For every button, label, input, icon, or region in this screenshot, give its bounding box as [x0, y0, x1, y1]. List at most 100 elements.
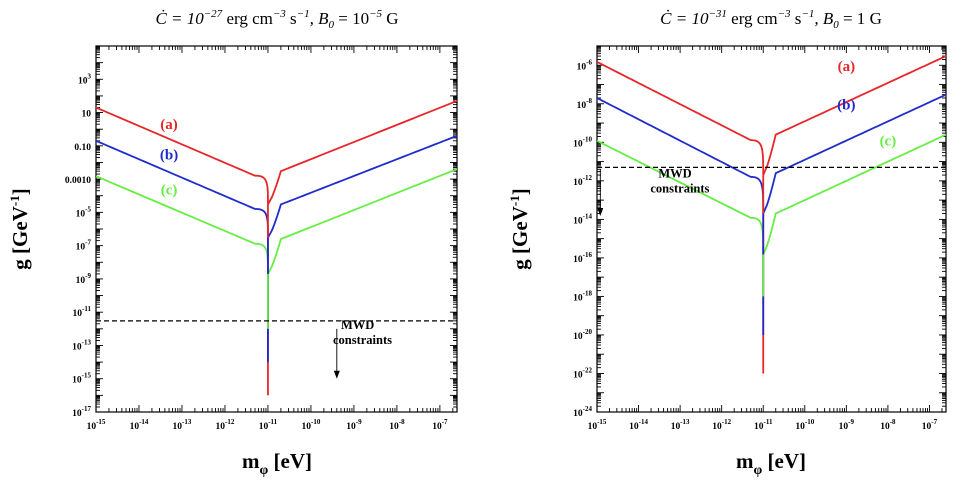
constraint-label-line: constraints: [650, 181, 709, 195]
y-tick-label: 10-16: [573, 251, 592, 265]
y-axis-g: g [GeV: [508, 206, 532, 270]
y-tick-label: 10-8: [577, 97, 593, 111]
y-tick-label: 10-9: [76, 272, 92, 286]
y-tick-base: 10: [573, 178, 583, 188]
x-tick-exp: -15: [597, 418, 607, 426]
constraint-label-line: MWD: [658, 166, 691, 180]
y-tick-label: 10-12: [573, 174, 592, 188]
curves: [597, 55, 946, 374]
chart-title: Ċ = 10−31 erg cm−3 s−1, B0 = 1 G: [660, 8, 882, 31]
x-tick-exp: -13: [182, 418, 192, 426]
title-unit-s-exp: −1: [801, 8, 814, 20]
y-tick-label: 10-22: [573, 366, 592, 380]
series-label-b: (b): [160, 148, 178, 164]
title-unit-s: s: [286, 9, 297, 28]
y-tick-exp: -8: [586, 97, 592, 105]
x-tick-base: 10: [754, 422, 764, 432]
x-tick-label: 10-13: [671, 418, 690, 432]
y-tick-exp: -24: [583, 405, 593, 413]
y-tick-base: 10: [573, 409, 583, 419]
x-tick-label: 10-15: [87, 418, 106, 432]
x-tick-exp: -14: [139, 418, 149, 426]
y-tick-label: 10-20: [573, 328, 592, 342]
y-tick-base: 10: [76, 209, 86, 219]
y-tick-base: 0.10: [74, 143, 91, 153]
y-tick-exp: -5: [85, 205, 91, 213]
series-b-left-branch: [96, 139, 269, 238]
series-c-right-branch: [267, 168, 457, 275]
y-tick-exp: 3: [88, 72, 92, 80]
series-a-right-branch: [762, 55, 946, 176]
y-tick-exp: -10: [583, 135, 593, 143]
x-tick-label: 10-7: [432, 418, 448, 432]
title-b-sub: 0: [329, 19, 335, 31]
x-tick-exp: -15: [96, 418, 106, 426]
constraint-arrow-head: [333, 370, 340, 379]
title-b-unit: G: [865, 9, 882, 28]
y-tick-label: 10-5: [76, 205, 92, 219]
series-a-left-branch: [597, 61, 765, 176]
series-label-a: (a): [838, 59, 856, 75]
y-tick-label: 0.0010: [65, 176, 91, 186]
y-tick-exp: -20: [583, 328, 593, 336]
x-axis-phi: φ: [260, 463, 269, 478]
x-tick-exp: -7: [442, 418, 448, 426]
x-tick-label: 10-13: [173, 418, 192, 432]
y-tick-exp: -7: [85, 239, 91, 247]
y-tick-label: 10-10: [573, 135, 592, 149]
x-tick-label: 10-7: [922, 418, 938, 432]
y-tick-base: 10: [72, 342, 82, 352]
x-tick-label: 10-9: [839, 418, 855, 432]
title-unit-s-exp: −1: [297, 8, 310, 20]
x-tick-label: 10-14: [130, 418, 149, 432]
title-b: , B: [310, 9, 330, 28]
y-tick-exp: -11: [82, 305, 91, 313]
y-tick-base: 10: [82, 110, 92, 120]
x-axis-unit: [eV]: [268, 449, 312, 473]
x-tick-base: 10: [87, 422, 97, 432]
y-tick-base: 10: [573, 332, 583, 342]
y-axis-label: g [GeV-1]: [7, 188, 32, 269]
right-panel: Ċ = 10−31 erg cm−3 s−1, B0 = 1 G10-15 10-…: [507, 8, 947, 478]
series-c-left-branch: [96, 175, 269, 274]
y-tick-label: 10: [82, 110, 92, 120]
x-tick-base: 10: [302, 422, 312, 432]
y-tick-exp: -9: [85, 272, 91, 280]
title-unit-exp: −3: [273, 8, 286, 20]
y-tick-exp: -13: [82, 338, 92, 346]
x-tick-base: 10: [173, 422, 183, 432]
series-a-left-branch: [96, 106, 269, 205]
series-b-left-branch: [597, 97, 765, 214]
x-tick-base: 10: [346, 422, 356, 432]
title-c-exp: −31: [708, 8, 726, 20]
x-tick-base: 10: [795, 422, 805, 432]
series-a-right-branch: [267, 100, 457, 205]
y-tick-label: 10-18: [573, 289, 592, 303]
constraint-label: MWD constraints: [333, 318, 392, 347]
chart-title: Ċ = 10−27 erg cm−3 s−1, B0 = 10−5 G: [155, 8, 398, 31]
left-panel: Ċ = 10−27 erg cm−3 s−1, B0 = 10−5 G10-15…: [7, 8, 458, 478]
x-tick-exp: -9: [356, 418, 362, 426]
x-tick-label: 10-9: [346, 418, 362, 432]
x-tick-base: 10: [588, 422, 598, 432]
plot-frame: [95, 45, 458, 413]
x-tick-label: 10-10: [302, 418, 321, 432]
title-b-val: = 1: [839, 9, 866, 28]
x-tick-label: 10-8: [880, 418, 896, 432]
y-tick-base: 10: [73, 309, 83, 319]
x-tick-exp: -12: [722, 418, 732, 426]
x-axis-label: mφ [eV]: [736, 449, 806, 478]
y-tick-exp: -22: [583, 366, 593, 374]
y-tick-base: 10: [76, 276, 86, 286]
y-axis-exp: -1: [7, 195, 22, 206]
title-unit-s: s: [791, 9, 802, 28]
y-tick-exp: -6: [586, 58, 592, 66]
constraint-label-line: constraints: [333, 333, 392, 347]
x-tick-label: 10-11: [259, 418, 278, 432]
y-tick-label: 10-17: [72, 405, 91, 419]
x-tick-exp: -10: [805, 418, 815, 426]
title-b-val: = 10: [334, 9, 369, 28]
series-b-right-branch: [762, 93, 946, 214]
x-tick-exp: -11: [268, 418, 277, 426]
y-tick-label: 10-15: [72, 372, 91, 386]
